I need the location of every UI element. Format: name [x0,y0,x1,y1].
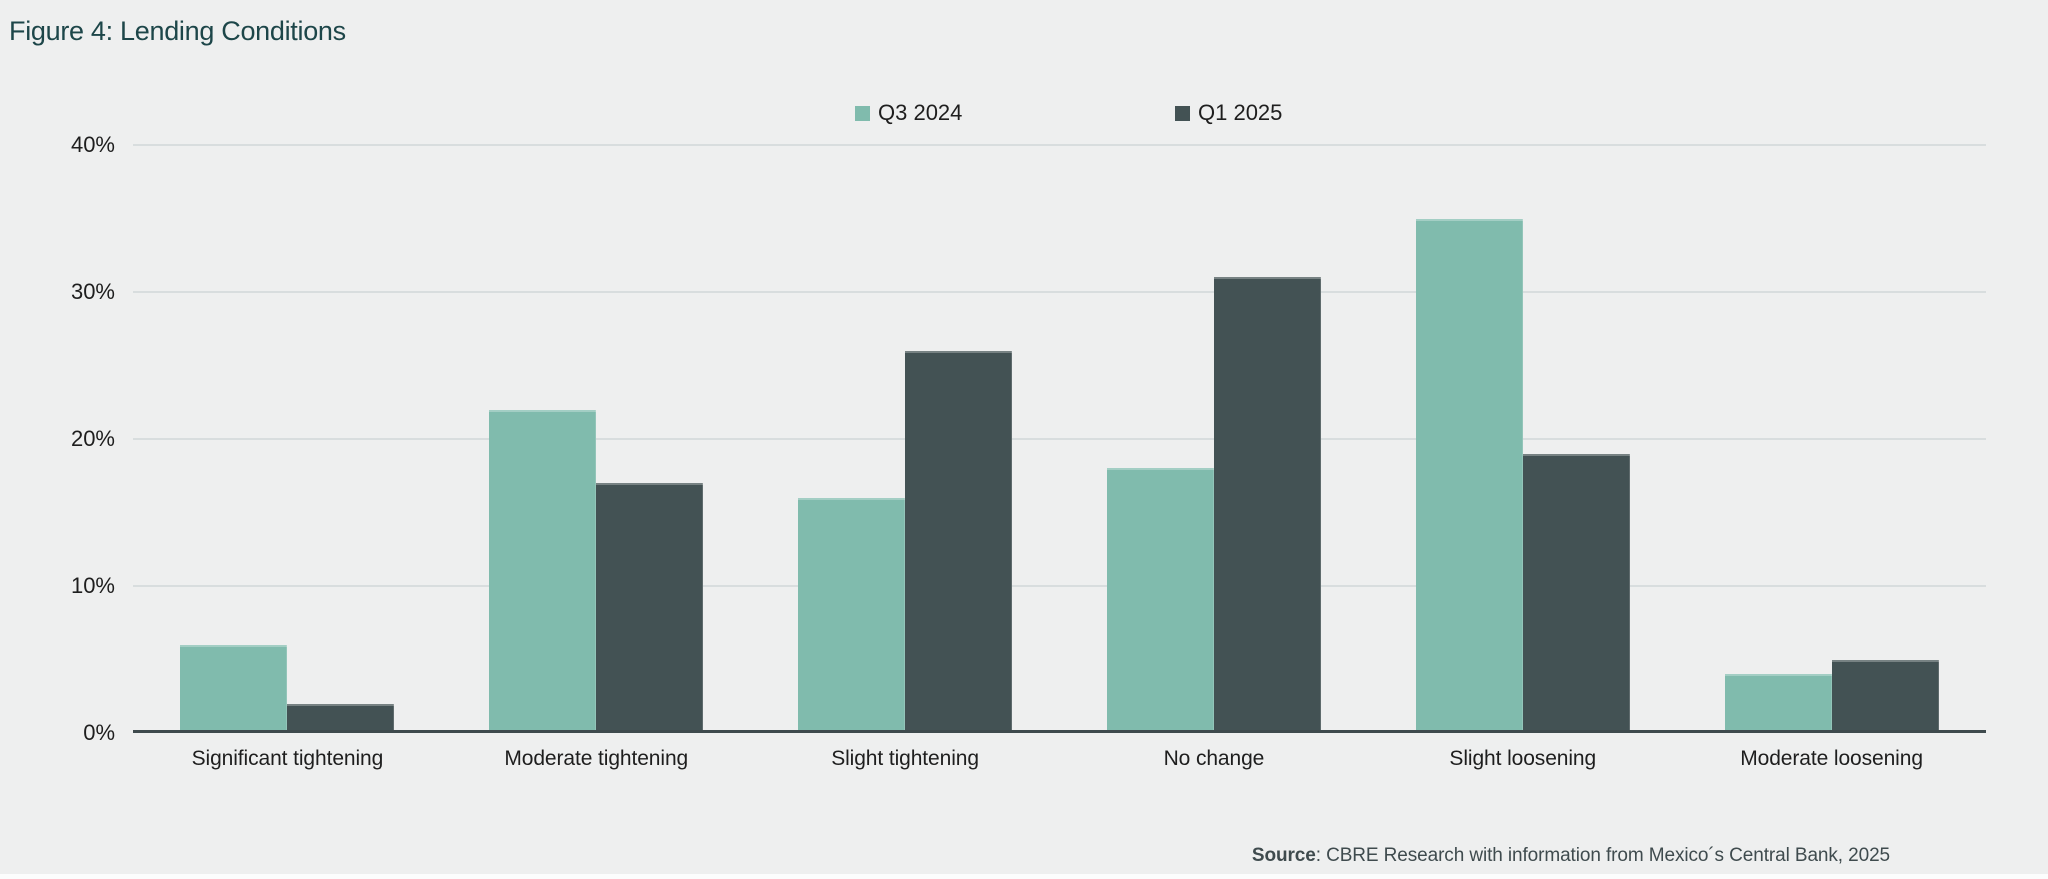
x-label-moderate-tightening: Moderate tightening [504,747,689,770]
x-label-slight-loosening: Slight loosening [1449,747,1597,770]
legend-label-q3-2024: Q3 2024 [878,100,963,125]
bar-q3-2024-slight-loosening [1415,218,1523,733]
source-note: Source: CBRE Research with information f… [1252,845,1890,867]
x-label-significant-tightening: Significant tightening [191,747,384,770]
y-tick-30pct: 30% [70,279,115,304]
bar-q1-2025-slight-tightening [905,350,1013,733]
y-tick-10pct: 10% [70,573,115,598]
legend-swatch-q1-2025 [1175,106,1190,121]
source-text: : CBRE Research with information from Me… [1315,845,1890,866]
chart-legend: Q3 2024 Q1 2025 [0,100,2048,128]
bar-q1-2025-moderate-loosening [1831,659,1939,733]
gridline-30pct [133,291,1986,293]
legend-swatch-q3-2024 [855,106,870,121]
plot-area [133,144,1986,733]
bar-q1-2025-moderate-tightening [596,483,704,733]
source-label: Source [1251,845,1316,866]
bar-q3-2024-slight-tightening [798,497,906,733]
x-label-moderate-loosening: Moderate loosening [1740,747,1923,770]
y-tick-0pct: 0% [83,720,115,745]
bar-q3-2024-moderate-loosening [1724,674,1832,733]
bar-group-slight-tightening [751,145,1060,733]
gridline-40pct [133,144,1986,146]
bar-q1-2025-no-change [1213,277,1321,733]
bar-group-no-change [1060,145,1369,733]
y-tick-20pct: 20% [70,426,115,451]
bar-group-moderate-loosening [1677,145,1986,733]
legend-label-q1-2025: Q1 2025 [1198,100,1283,125]
bar-q3-2024-no-change [1106,468,1214,733]
y-tick-40pct: 40% [70,132,115,157]
bar-q1-2025-significant-tightening [287,703,395,733]
bar-q1-2025-slight-loosening [1522,453,1630,733]
legend-item-q1-2025: Q1 2025 [1175,100,1282,126]
bar-q3-2024-moderate-tightening [489,409,597,733]
bottom-white-strip [0,874,2048,879]
gridline-20pct [133,438,1986,440]
bar-group-moderate-tightening [442,145,751,733]
x-axis-line [133,730,1986,733]
legend-item-q3-2024: Q3 2024 [855,100,962,126]
x-label-no-change: No change [1163,747,1265,770]
x-label-slight-tightening: Slight tightening [831,747,979,770]
gridline-10pct [133,585,1986,587]
figure-title: Figure 4: Lending Conditions [9,16,346,46]
bar-group-significant-tightening [133,145,442,733]
bar-q3-2024-significant-tightening [180,644,288,733]
bar-group-slight-loosening [1368,145,1677,733]
